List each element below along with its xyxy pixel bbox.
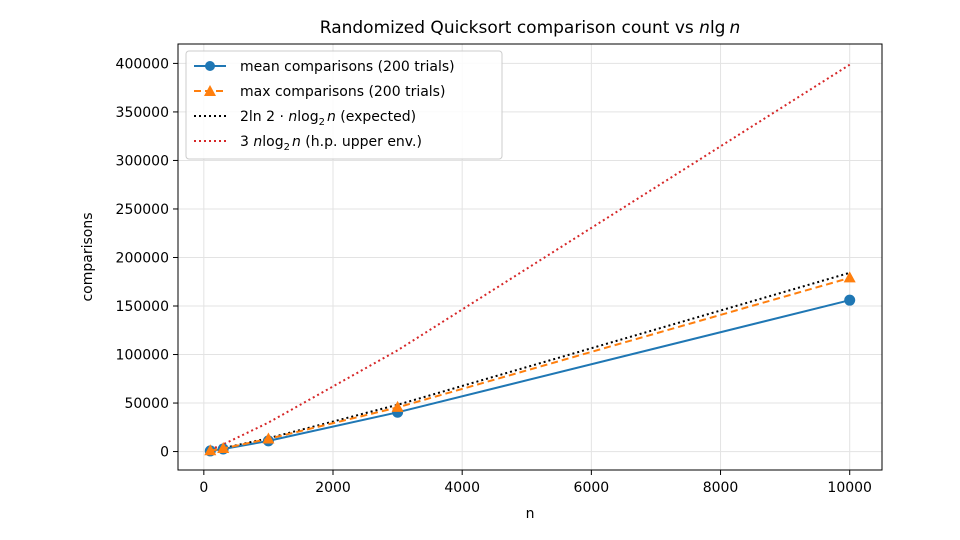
legend-label-max: max comparisons (200 trials) [240, 84, 445, 100]
series-line-3 [209, 63, 851, 451]
x-tick-label: 4000 [444, 480, 480, 496]
title-lg: lg [710, 18, 726, 38]
max-point [217, 441, 230, 453]
legend-label-upper: 3 nlog2 n (h.p. upper env.) [240, 134, 422, 153]
series-line-1 [210, 276, 850, 452]
x-tick-label: 6000 [574, 480, 610, 496]
chart-title: Randomized Quicksort comparison count vs… [320, 18, 741, 38]
y-tick-label: 100000 [116, 348, 169, 364]
legend-box [185, 50, 503, 160]
legend-label-expected: 2ln 2 · nlog2 n (expected) [240, 109, 416, 128]
y-tick-label: 350000 [116, 105, 169, 121]
y-axis-label: comparisons [80, 212, 96, 301]
grid [178, 44, 882, 470]
legend: mean comparisons (200 trials) max compar… [185, 50, 503, 160]
y-tick-label: 150000 [116, 299, 169, 315]
x-tick-label: 8000 [703, 480, 739, 496]
x-tick-label: 10000 [827, 480, 872, 496]
y-tick-label: 0 [160, 445, 169, 461]
x-tick-label: 0 [199, 480, 208, 496]
y-tick-label: 400000 [116, 56, 169, 72]
x-tick-label: 2000 [315, 480, 351, 496]
max-point [843, 271, 856, 283]
mean-point [844, 294, 856, 306]
max-point [204, 444, 217, 456]
title-text: Randomized Quicksort comparison count vs [320, 18, 699, 38]
legend-marker-max [204, 85, 216, 96]
series-layer [204, 63, 856, 457]
ticks: 0 2000 4000 6000 8000 10000050000100000150000… [116, 56, 872, 496]
legend-label-mean: mean comparisons (200 trials) [240, 59, 455, 75]
y-tick-label: 250000 [116, 202, 169, 218]
x-axis-label: n [526, 506, 535, 522]
series-line-0 [210, 299, 850, 452]
max-point [262, 432, 275, 444]
y-tick-label: 50000 [124, 396, 169, 412]
max-point [391, 400, 404, 412]
legend-marker-mean [205, 61, 215, 71]
y-tick-label: 200000 [116, 250, 169, 266]
y-tick-label: 300000 [116, 153, 169, 169]
title-n1: n [699, 18, 710, 38]
title-n2: n [729, 18, 740, 38]
series-line-2 [210, 271, 850, 452]
